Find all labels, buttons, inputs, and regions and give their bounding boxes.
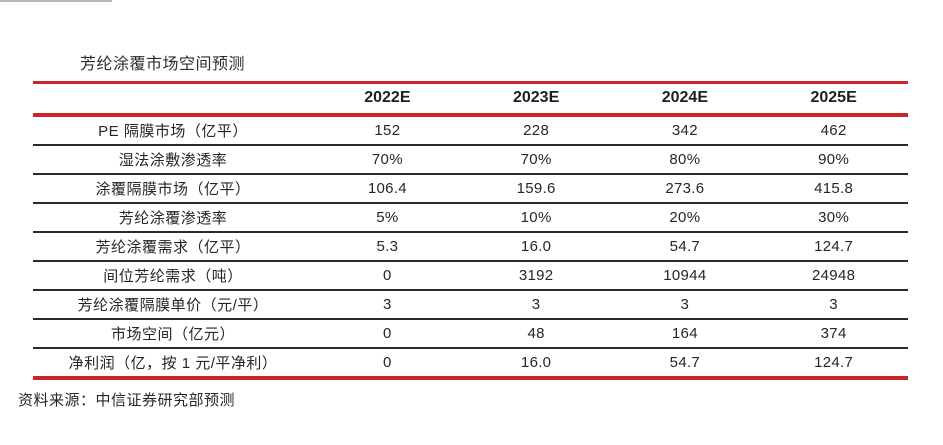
header-cell-2025e: 2025E (810, 89, 857, 106)
cell-value: 106.4 (367, 180, 407, 197)
cell-value: 10944 (663, 267, 707, 284)
header-cell-2023e: 2023E (512, 89, 560, 106)
cell-value: 342 (671, 122, 698, 139)
cell-value: 0 (383, 354, 392, 371)
table-row: 净利润（亿，按 1 元/平净利） 0 16.0 54.7 124.7 (33, 348, 908, 378)
table-row: 涂覆隔膜市场（亿平） 106.4 159.6 273.6 415.8 (33, 174, 908, 203)
table-row: 市场空间（亿元） 0 48 164 374 (33, 319, 908, 348)
table-row: 间位芳纶需求（吨） 0 3192 10944 24948 (33, 261, 908, 290)
cell-value: 124.7 (814, 238, 854, 255)
cell-value: 5% (376, 209, 399, 226)
cell-value: 3 (383, 296, 392, 313)
cell-value: 462 (820, 122, 847, 139)
header-cell-empty (33, 83, 313, 116)
cell-value: 228 (523, 122, 550, 139)
row-label: PE 隔膜市场（亿平） (98, 123, 248, 140)
row-label: 湿法涂敷渗透率 (118, 152, 228, 169)
cell-value: 54.7 (669, 354, 701, 371)
cell-value: 90% (818, 151, 850, 168)
cell-value: 0 (383, 325, 392, 342)
forecast-table: 2022E 2023E 2024E 2025E PE 隔膜市场（亿平） 152 22… (33, 81, 908, 380)
table-row: 芳纶涂覆隔膜单价（元/平） 3 3 3 3 (33, 290, 908, 319)
cell-value: 16.0 (520, 238, 552, 255)
header-row: 2022E 2023E 2024E 2025E (33, 82, 908, 116)
table-title: 芳纶涂覆市场空间预测 (80, 56, 246, 73)
table-body: PE 隔膜市场（亿平） 152 228 342 462 湿法涂敷渗透率 70% 70% 80% 9… (33, 115, 908, 378)
cell-value: 5.3 (376, 238, 399, 255)
cell-value: 80% (669, 151, 701, 168)
cell-value: 124.7 (814, 354, 854, 371)
cell-value: 0 (383, 267, 392, 284)
row-label: 芳纶涂覆渗透率 (118, 210, 228, 227)
row-label: 芳纶涂覆隔膜单价（元/平） (77, 297, 269, 314)
cell-value: 159.6 (516, 180, 556, 197)
row-label: 间位芳纶需求（吨） (103, 268, 243, 285)
header-cell-2022e: 2022E (364, 89, 411, 106)
cell-value: 10% (520, 209, 552, 226)
cell-value: 3 (829, 296, 838, 313)
table-row: 芳纶涂覆需求（亿平） 5.3 16.0 54.7 124.7 (33, 232, 908, 261)
table-header: 2022E 2023E 2024E 2025E (33, 82, 908, 116)
table-row: 芳纶涂覆渗透率 5% 10% 20% 30% (33, 203, 908, 232)
cell-value: 48 (527, 325, 545, 342)
top-edge-line (0, 0, 112, 2)
cell-value: 3192 (518, 267, 554, 284)
row-label: 市场空间（亿元） (110, 326, 235, 343)
header-cell-2024e: 2024E (661, 89, 708, 106)
source-note: 资料来源：中信证券研究部预测 (18, 392, 236, 409)
cell-value: 70% (371, 151, 403, 168)
cell-value: 273.6 (665, 180, 705, 197)
cell-value: 3 (531, 296, 541, 313)
cell-value: 20% (669, 209, 701, 226)
cell-value: 415.8 (814, 180, 854, 197)
cell-value: 374 (820, 325, 847, 342)
cell-value: 3 (680, 296, 690, 313)
table-row: PE 隔膜市场（亿平） 152 228 342 462 (33, 115, 908, 145)
row-label: 净利润（亿，按 1 元/平净利） (68, 355, 278, 372)
cell-value: 70% (520, 151, 552, 168)
cell-value: 164 (671, 325, 698, 342)
row-label: 涂覆隔膜市场（亿平） (95, 181, 251, 198)
cell-value: 152 (374, 122, 401, 139)
cell-value: 24948 (812, 267, 856, 284)
cell-value: 54.7 (669, 238, 701, 255)
cell-value: 30% (818, 209, 850, 226)
row-label: 芳纶涂覆需求（亿平） (95, 239, 251, 256)
cell-value: 16.0 (520, 354, 552, 371)
table-row: 湿法涂敷渗透率 70% 70% 80% 90% (33, 145, 908, 174)
